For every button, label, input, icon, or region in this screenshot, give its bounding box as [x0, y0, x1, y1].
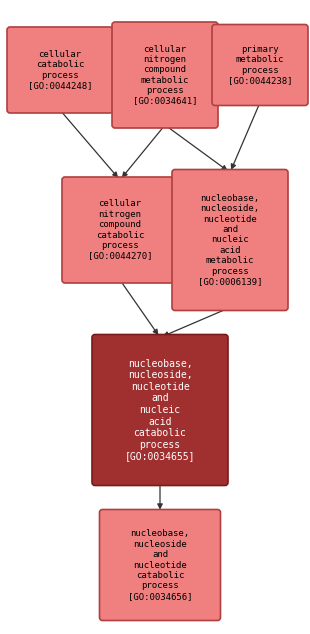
Text: nucleobase,
nucleoside,
nucleotide
and
nucleic
acid
catabolic
process
[GO:003465: nucleobase, nucleoside, nucleotide and n… — [125, 359, 195, 462]
FancyBboxPatch shape — [212, 25, 308, 105]
FancyBboxPatch shape — [112, 22, 218, 128]
FancyBboxPatch shape — [92, 335, 228, 486]
FancyBboxPatch shape — [7, 27, 113, 113]
FancyBboxPatch shape — [100, 510, 220, 621]
Text: primary
metabolic
process
[GO:0044238]: primary metabolic process [GO:0044238] — [228, 45, 292, 85]
Text: nucleobase,
nucleoside,
nucleotide
and
nucleic
acid
metabolic
process
[GO:000613: nucleobase, nucleoside, nucleotide and n… — [198, 194, 262, 286]
FancyBboxPatch shape — [62, 177, 178, 283]
Text: nucleobase,
nucleoside
and
nucleotide
catabolic
process
[GO:0034656]: nucleobase, nucleoside and nucleotide ca… — [128, 529, 192, 600]
Text: cellular
catabolic
process
[GO:0044248]: cellular catabolic process [GO:0044248] — [28, 50, 92, 90]
FancyBboxPatch shape — [172, 169, 288, 311]
Text: cellular
nitrogen
compound
metabolic
process
[GO:0034641]: cellular nitrogen compound metabolic pro… — [133, 44, 197, 105]
Text: cellular
nitrogen
compound
catabolic
process
[GO:0044270]: cellular nitrogen compound catabolic pro… — [88, 200, 152, 261]
